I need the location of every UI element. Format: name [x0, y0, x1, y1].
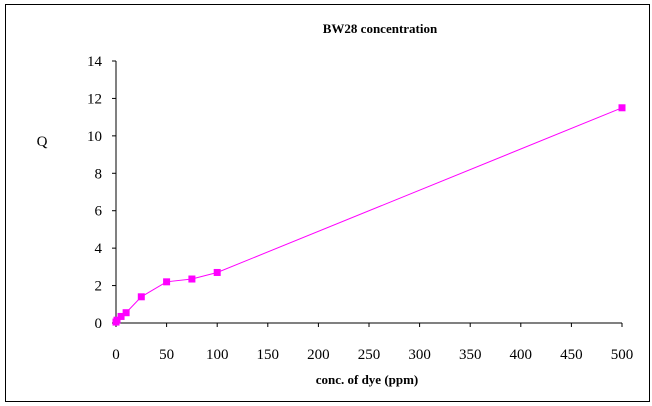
data-point — [117, 312, 125, 320]
x-tick-label: 250 — [358, 347, 381, 363]
x-tick-label: 350 — [459, 347, 482, 363]
y-tick-label: 0 — [95, 316, 103, 332]
x-tick-label: 400 — [510, 347, 533, 363]
x-axis-label: conc. of dye (ppm) — [316, 372, 419, 387]
x-tick-label: 50 — [159, 347, 174, 363]
y-tick-label: 6 — [95, 204, 103, 220]
x-tick-label: 100 — [206, 347, 229, 363]
y-tick-label: 4 — [95, 241, 103, 257]
x-tick-label: 0 — [112, 347, 120, 363]
x-tick-label: 500 — [611, 347, 634, 363]
chart-frame — [5, 4, 650, 402]
y-tick-label: 8 — [95, 166, 103, 182]
series-line — [115, 107, 623, 323]
y-tick-label: 14 — [87, 54, 103, 70]
data-point — [113, 316, 121, 324]
data-point — [618, 104, 626, 112]
axes — [112, 60, 623, 327]
x-tick-label: 300 — [408, 347, 431, 363]
y-tick-label: 2 — [95, 279, 103, 295]
data-point — [137, 293, 145, 301]
x-tick-label: 150 — [257, 347, 280, 363]
tick-labels: 0 2 4 6 8 10 12 14 0 50 100 150 200 250 300 350 400 450 50… — [87, 54, 633, 363]
plot-area — [112, 104, 626, 326]
data-point — [163, 278, 171, 286]
data-point — [122, 309, 130, 317]
y-axis-label: Q — [37, 134, 48, 150]
data-point — [213, 268, 221, 276]
chart-title: BW28 concentration — [323, 21, 438, 36]
x-tick-label: 450 — [560, 347, 583, 363]
y-tick-label: 12 — [87, 91, 102, 107]
data-point — [188, 275, 196, 283]
x-tick-label: 200 — [307, 347, 330, 363]
y-tick-label: 10 — [87, 129, 102, 145]
